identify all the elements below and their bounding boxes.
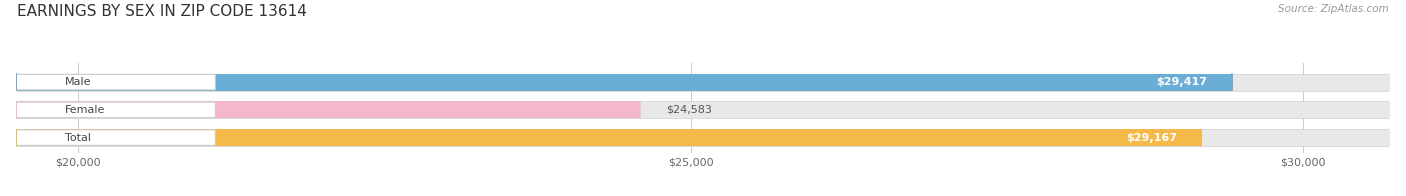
Text: Female: Female bbox=[65, 105, 105, 115]
Bar bbox=[17, 74, 1232, 91]
Text: Total: Total bbox=[65, 133, 90, 143]
Bar bbox=[17, 129, 1201, 146]
Bar bbox=[17, 129, 1389, 146]
FancyBboxPatch shape bbox=[6, 102, 215, 118]
FancyBboxPatch shape bbox=[6, 130, 215, 145]
Bar bbox=[17, 101, 1389, 118]
Text: $29,167: $29,167 bbox=[1126, 133, 1177, 143]
Text: Male: Male bbox=[65, 77, 91, 87]
Bar bbox=[17, 74, 1389, 91]
Text: $24,583: $24,583 bbox=[666, 105, 713, 115]
Bar bbox=[17, 101, 640, 118]
Text: EARNINGS BY SEX IN ZIP CODE 13614: EARNINGS BY SEX IN ZIP CODE 13614 bbox=[17, 4, 307, 19]
Text: $29,417: $29,417 bbox=[1156, 77, 1208, 87]
Text: Source: ZipAtlas.com: Source: ZipAtlas.com bbox=[1278, 4, 1389, 14]
FancyBboxPatch shape bbox=[6, 74, 215, 90]
